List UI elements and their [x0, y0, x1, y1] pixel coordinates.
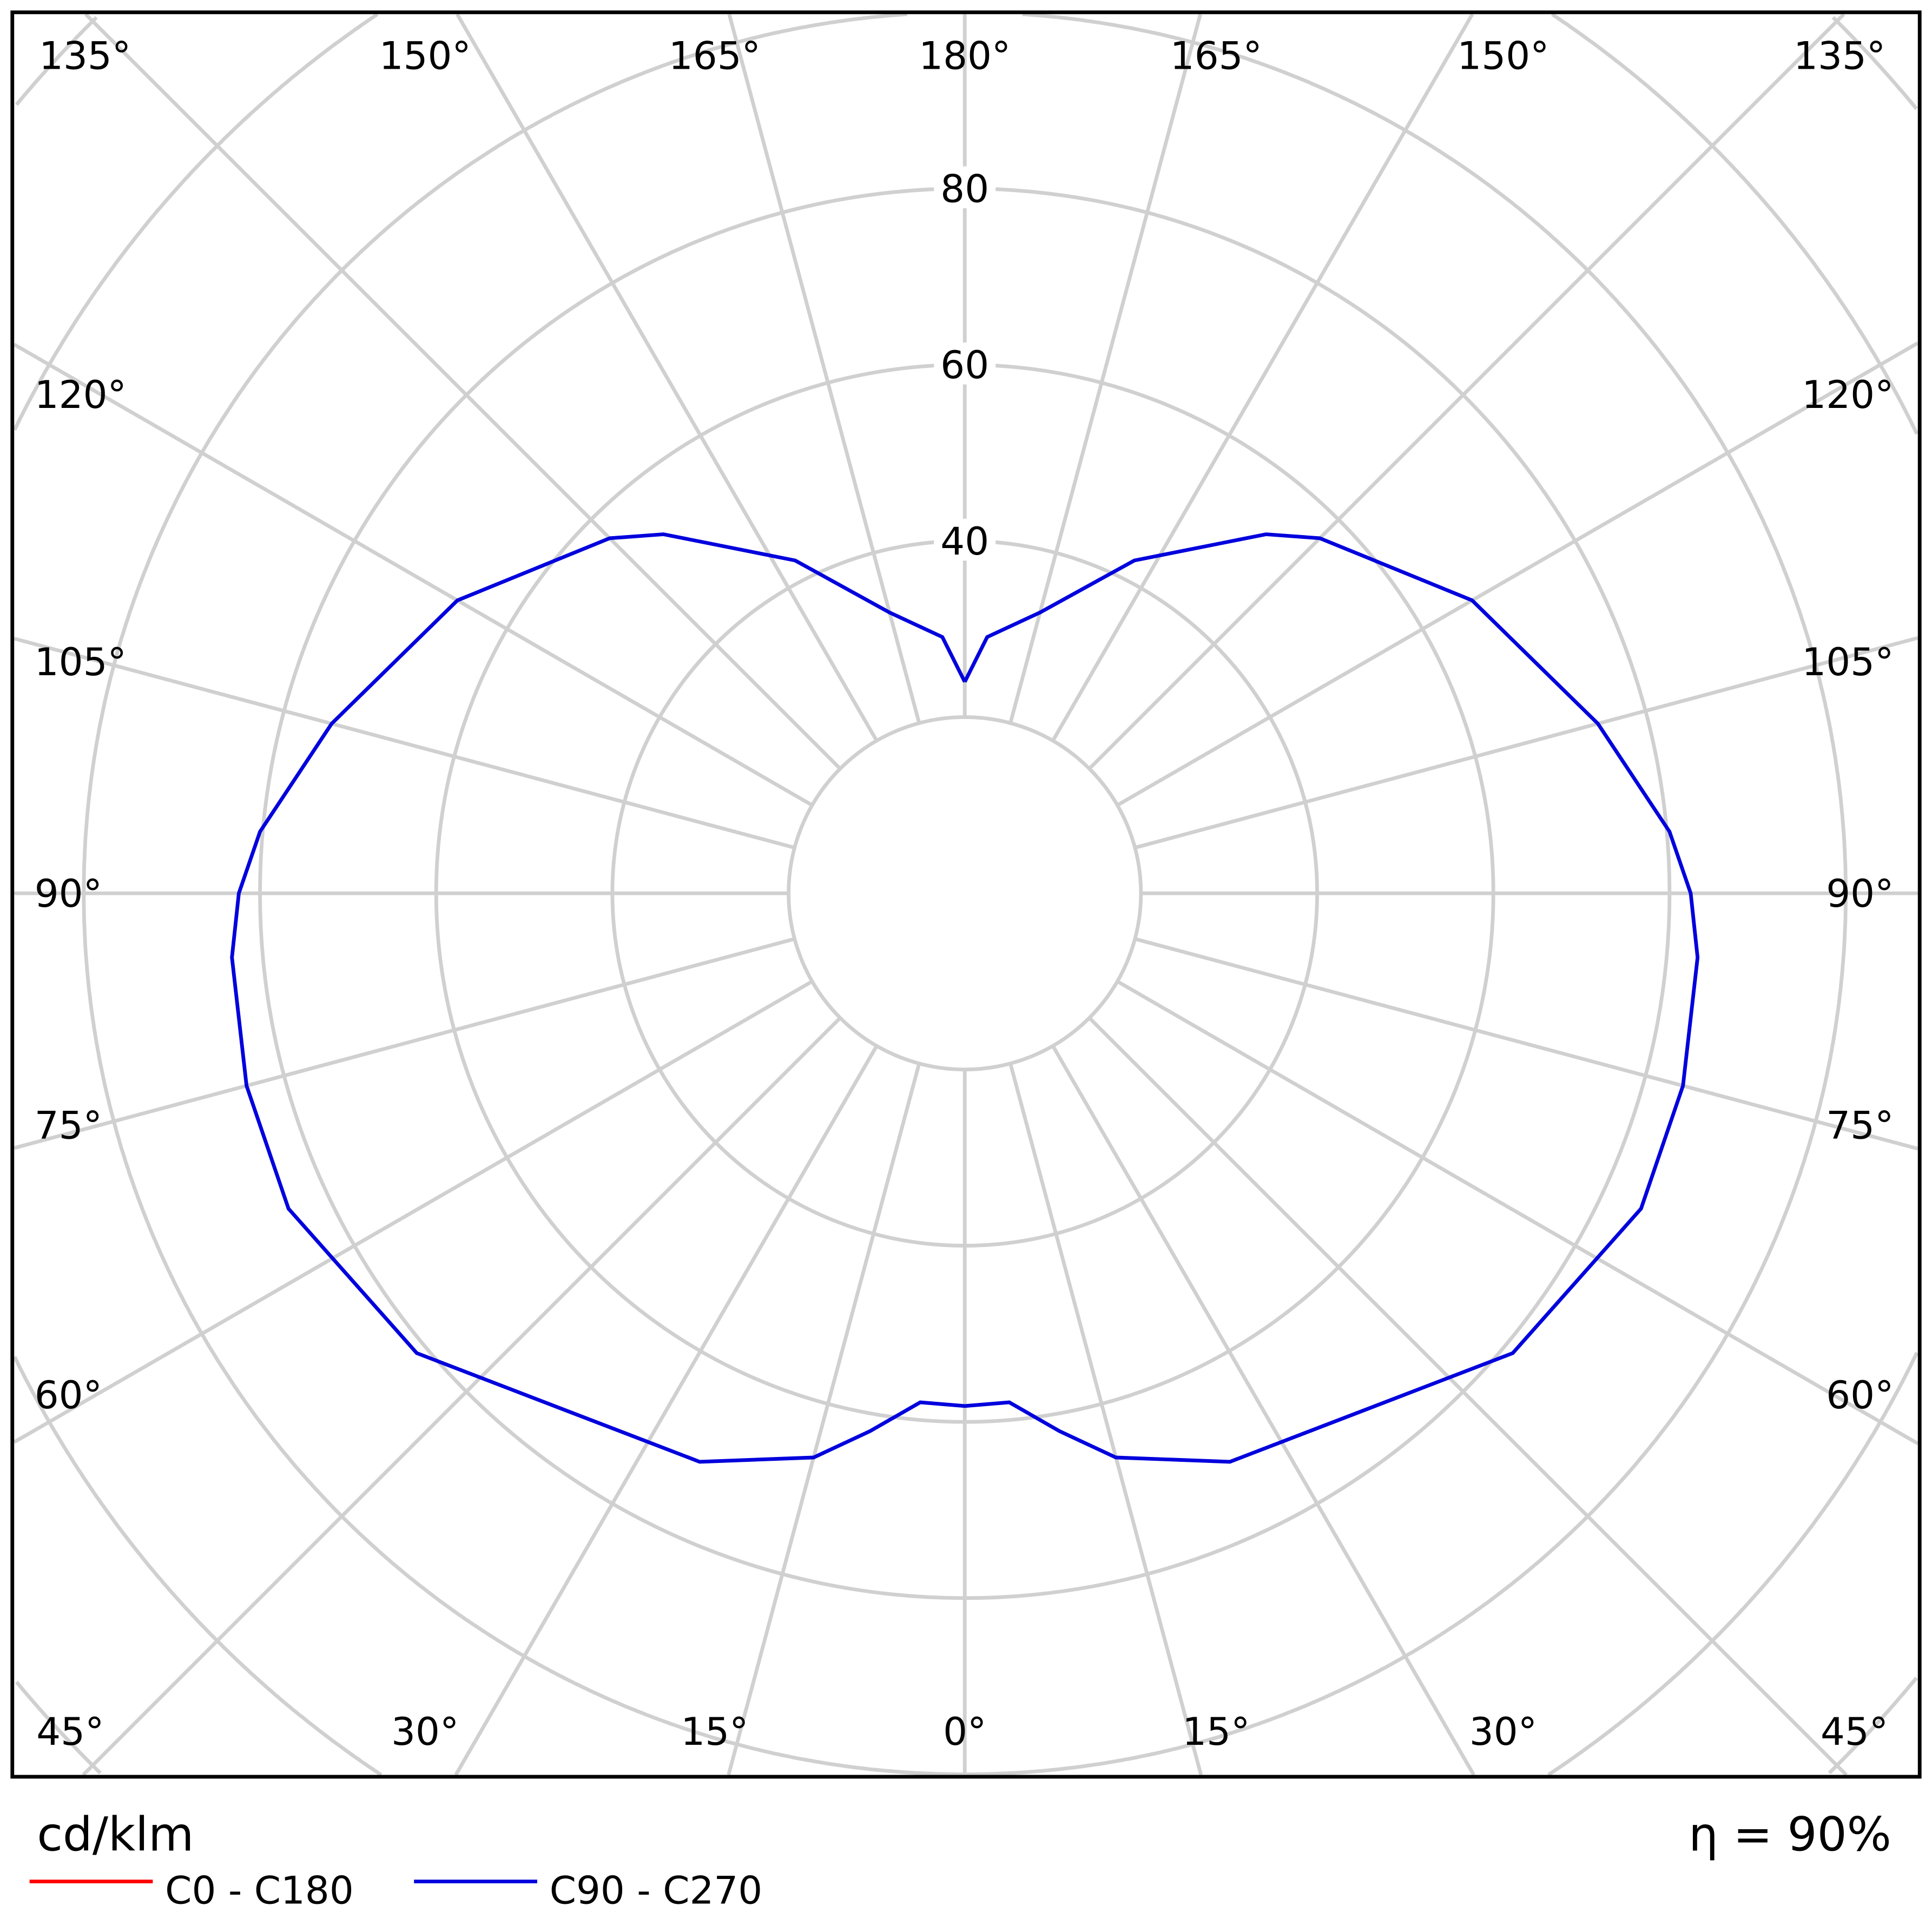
angle-label-left: 105° [35, 639, 127, 684]
grid-spoke-15 [1008, 1063, 1203, 1776]
grid-spoke-45 [1088, 1017, 1848, 1777]
grid-spoke-105 [1134, 636, 1918, 850]
grid-spoke-30 [1051, 1045, 1475, 1776]
angle-label-left: 75° [35, 1103, 102, 1148]
angle-label-left: 60° [35, 1373, 102, 1417]
grid-spoke-300 [13, 980, 813, 1444]
angle-label-top: 135° [1793, 34, 1885, 78]
grid-ring-140 [15, 16, 98, 106]
curves [230, 532, 1700, 1464]
angle-label-bottom: 45° [36, 1709, 104, 1754]
grid-ring-120 [12, 12, 379, 431]
grid-spoke-195 [727, 14, 921, 724]
angle-label-bottom: 15° [1182, 1709, 1250, 1754]
grid-ring-120 [12, 1356, 383, 1777]
grid-ring-140 [1828, 1676, 1918, 1775]
radial-label-40: 40 [940, 519, 989, 564]
angle-label-left: 90° [35, 871, 102, 916]
grid-spoke-285 [14, 937, 795, 1150]
angle-label-right: 90° [1826, 871, 1894, 916]
angle-label-right: 105° [1802, 639, 1894, 684]
legend-label-c90-c270: C90 - C270 [550, 1868, 763, 1913]
grid-spoke-60 [1116, 980, 1919, 1446]
grid-spoke-330 [454, 1045, 879, 1776]
radial-label-60: 60 [940, 342, 989, 387]
grid-ring-120 [1551, 12, 1919, 435]
angle-label-top: 180° [919, 34, 1011, 78]
angle-label-right: 75° [1826, 1103, 1894, 1148]
angle-label-right: 60° [1826, 1373, 1894, 1417]
polar-grid [12, 12, 1919, 1777]
angle-label-bottom: 0° [943, 1709, 986, 1754]
grid-spoke-75 [1134, 937, 1918, 1151]
angle-label-bottom: 45° [1821, 1709, 1888, 1754]
efficiency-label: η = 90% [1689, 1808, 1891, 1862]
grid-ring-20 [787, 715, 1143, 1072]
radial-label-80: 80 [940, 166, 989, 211]
grid-spoke-150 [1051, 13, 1474, 742]
grid-spoke-165 [1008, 14, 1202, 724]
grid-spoke-135 [1088, 12, 1845, 770]
grid-spoke-225 [84, 12, 842, 770]
angle-label-top: 150° [379, 34, 471, 78]
grid-ring-140 [15, 1680, 102, 1775]
angle-labels: 45° 30° 15° 0° 15° 30° 45° 135° 150° 165° 180° 165°… [35, 34, 1894, 1754]
grid-ring-140 [1831, 16, 1918, 110]
angle-label-top: 135° [39, 34, 131, 78]
grid-spoke-315 [82, 1017, 842, 1777]
angle-label-top: 165° [1170, 34, 1262, 78]
radial-label-bg [934, 166, 996, 208]
angle-label-right: 120° [1802, 372, 1894, 417]
angle-label-top: 150° [1457, 34, 1549, 78]
radial-label-bg [934, 518, 996, 561]
angle-label-bottom: 30° [391, 1709, 459, 1754]
angle-label-bottom: 30° [1469, 1709, 1537, 1754]
plot-frame [10, 10, 1922, 1779]
angle-label-bottom: 15° [681, 1709, 748, 1754]
grid-spoke-120 [1116, 341, 1919, 807]
angle-label-top: 165° [669, 34, 761, 78]
radial-labels: 40 60 80 [934, 166, 996, 564]
grid-spoke-210 [456, 13, 879, 742]
legend-label-c0-c180: C0 - C180 [165, 1868, 354, 1913]
radial-label-bg [934, 342, 996, 385]
grid-ring-120 [1547, 1351, 1919, 1777]
angle-label-left: 120° [35, 372, 127, 417]
grid-spoke-255 [14, 637, 795, 850]
unit-label: cd/klm [37, 1808, 194, 1862]
grid-spoke-345 [727, 1063, 921, 1776]
grid-spoke-240 [13, 342, 813, 807]
